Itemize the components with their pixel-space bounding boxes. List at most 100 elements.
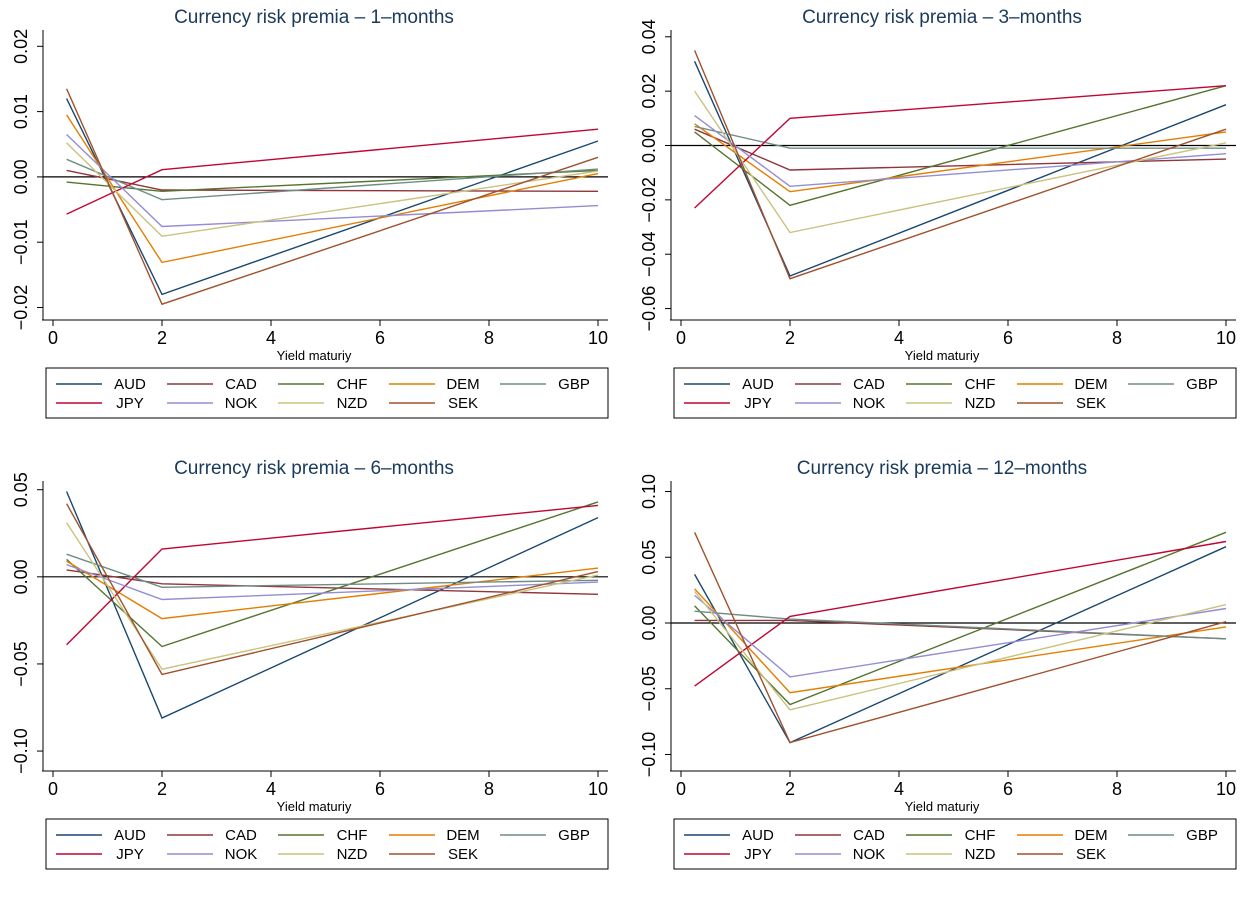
legend-label-cad: CAD (225, 376, 257, 393)
x-axis-label: Yield maturiy (905, 348, 980, 363)
chart-title: Currency risk premia – 1–months (174, 7, 454, 28)
series-line-dem (66, 560, 599, 620)
legend-label-chf: CHF (337, 827, 368, 844)
panel-6-month: Currency risk premia – 6–months −0.10 −0.0… (0, 451, 628, 902)
x-tick-label: 10 (1216, 328, 1236, 348)
x-axis-label: Yield maturiy (277, 799, 352, 814)
legend-label-dem: DEM (446, 827, 479, 844)
x-tick-label: 8 (1112, 779, 1122, 799)
x-tick-label: 8 (1112, 328, 1122, 348)
chart-title: Currency risk premia – 12–months (797, 458, 1087, 479)
x-tick-label: 6 (375, 328, 385, 348)
legend-label-jpy: JPY (116, 395, 144, 412)
chart-12-month: Currency risk premia – 12–months −0.10 −0.… (639, 458, 1237, 870)
series-line-gbp (66, 553, 599, 589)
x-tick-label: 0 (676, 328, 686, 348)
x-tick-label: 8 (484, 328, 494, 348)
x-tick-label: 4 (894, 779, 904, 799)
legend-label-jpy: JPY (744, 395, 772, 412)
legend-label-sek: SEK (1076, 395, 1106, 412)
y-tick-label: −0.10 (639, 732, 659, 778)
series-line-dem (694, 588, 1227, 694)
legend-label-dem: DEM (1074, 376, 1107, 393)
y-tick-label: 0.00 (11, 559, 31, 594)
legend-label-chf: CHF (337, 376, 368, 393)
legend-label-dem: DEM (446, 376, 479, 393)
legend-label-cad: CAD (853, 376, 885, 393)
x-tick-label: 4 (266, 779, 276, 799)
chart-6-month: Currency risk premia – 6–months −0.10 −0.0… (11, 458, 609, 870)
y-tick-label: −0.05 (639, 666, 659, 712)
series-line-nok (694, 115, 1227, 188)
x-tick-label: 4 (894, 328, 904, 348)
y-tick-label: 0.02 (639, 74, 659, 109)
y-tick-label: −0.05 (11, 641, 31, 687)
legend-box (673, 818, 1237, 870)
series-line-chf (694, 85, 1227, 207)
legend-label-dem: DEM (1074, 827, 1107, 844)
legend-label-gbp: GBP (1186, 827, 1218, 844)
legend-box (45, 367, 609, 419)
y-tick-label: 0.00 (639, 605, 659, 640)
x-tick-label: 2 (785, 779, 795, 799)
legend-label-sek: SEK (1076, 846, 1106, 863)
legend-label-nzd: NZD (337, 395, 368, 412)
legend-label-chf: CHF (965, 827, 996, 844)
series-line-nzd (66, 142, 599, 238)
y-tick-label: −0.06 (639, 286, 659, 332)
series-line-gbp (694, 610, 1227, 640)
x-tick-label: 6 (375, 779, 385, 799)
y-tick-label: 0.10 (639, 474, 659, 509)
x-tick-label: 2 (785, 328, 795, 348)
legend-label-sek: SEK (448, 846, 478, 863)
y-tick-label: −0.01 (11, 219, 31, 265)
legend-box (673, 367, 1237, 419)
series-line-dem (66, 114, 599, 264)
legend-label-chf: CHF (965, 376, 996, 393)
series-line-nzd (694, 590, 1227, 711)
legend-box (45, 818, 609, 870)
legend-label-gbp: GBP (558, 376, 590, 393)
y-tick-label: 0.04 (639, 19, 659, 54)
x-tick-label: 0 (48, 328, 58, 348)
series-line-jpy (66, 128, 599, 215)
y-tick-label: 0.02 (11, 29, 31, 64)
series-line-nok (694, 594, 1227, 678)
legend-label-aud: AUD (742, 827, 774, 844)
legend-label-nzd: NZD (965, 846, 996, 863)
y-tick-label: 0.01 (11, 94, 31, 129)
panel-12-month: Currency risk premia – 12–months −0.10 −0.… (628, 451, 1256, 902)
legend-label-cad: CAD (853, 827, 885, 844)
x-tick-label: 2 (157, 328, 167, 348)
series-line-nok (66, 133, 599, 228)
series-line-jpy (694, 540, 1227, 687)
y-tick-label: 0.00 (11, 159, 31, 194)
legend-label-nok: NOK (853, 395, 886, 412)
series-line-sek (693, 532, 1227, 744)
chart-title: Currency risk premia – 6–months (174, 458, 454, 479)
legend-label-aud: AUD (114, 827, 146, 844)
series-line-sek (65, 503, 599, 676)
series-line-sek (693, 50, 1227, 280)
series-line-jpy (66, 504, 599, 646)
chart-3-month: Currency risk premia – 3–months −0.06 −0.0… (639, 7, 1237, 419)
y-tick-label: 0.05 (639, 540, 659, 575)
panel-3-month: Currency risk premia – 3–months −0.06 −0.0… (628, 0, 1256, 451)
series-line-gbp (694, 125, 1226, 149)
y-tick-label: −0.02 (639, 177, 659, 223)
x-tick-label: 0 (48, 779, 58, 799)
legend-label-jpy: JPY (744, 846, 772, 863)
legend-label-nzd: NZD (965, 395, 996, 412)
series-line-aud (693, 61, 1227, 277)
legend-label-nok: NOK (853, 846, 886, 863)
y-tick-label: 0.00 (639, 128, 659, 163)
legend-label-gbp: GBP (558, 827, 590, 844)
x-tick-label: 4 (266, 328, 276, 348)
series-line-aud (65, 491, 599, 719)
legend-label-cad: CAD (225, 827, 257, 844)
series-line-dem (694, 123, 1227, 193)
legend-label-gbp: GBP (1186, 376, 1218, 393)
legend-label-aud: AUD (114, 376, 146, 393)
series-line-aud (693, 546, 1227, 744)
x-tick-label: 0 (676, 779, 686, 799)
